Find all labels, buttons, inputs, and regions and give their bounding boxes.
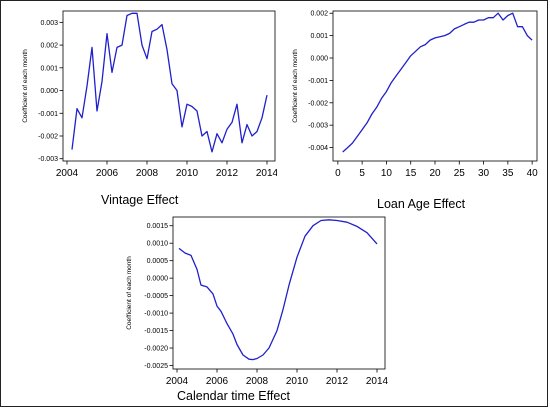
calendar-time-effect-chart: 2004 2006 2008 2010 2012 2014 -0.0025 -0.0020 -0… xyxy=(126,216,389,387)
loan-age-effect-caption: Loan Age Effect xyxy=(377,197,466,211)
x-tick-label: 40 xyxy=(527,168,539,179)
x-tick-label: 15 xyxy=(405,168,417,179)
vintage-effect-caption: Vintage Effect xyxy=(101,193,179,207)
series-line xyxy=(71,12,268,153)
y-tick-label: -0.001 xyxy=(38,111,58,118)
y-tick-label: -0.002 xyxy=(308,100,328,107)
y-tick-label: -0.0025 xyxy=(144,363,168,370)
y-tick-label: 0.0010 xyxy=(147,241,169,248)
y-tick-label: 0.0015 xyxy=(147,223,169,230)
y-axis-label: Coefficient of each month xyxy=(126,256,133,330)
vintage-effect-chart: 2004 2006 2008 2010 2012 2014 -0.003 -0.002 -0.0… xyxy=(22,10,277,179)
x-tick-label: 2010 xyxy=(286,376,309,387)
x-tick-label: 2010 xyxy=(176,168,199,179)
x-tick-label: 30 xyxy=(478,168,490,179)
y-tick-label: 0.000 xyxy=(310,56,328,63)
x-tick-label: 35 xyxy=(502,168,514,179)
x-tick-label: 2012 xyxy=(326,376,349,387)
series-line xyxy=(178,219,378,361)
y-tick-label: 0.0005 xyxy=(147,258,169,265)
y-tick-label: 0.003 xyxy=(40,20,58,27)
series-line xyxy=(342,12,533,153)
y-tick-label: 0.000 xyxy=(40,88,58,95)
x-tick-label: 20 xyxy=(429,168,441,179)
y-tick-label: -0.003 xyxy=(38,156,58,163)
y-tick-label: 0.002 xyxy=(40,43,58,50)
y-axis-label: Coefficient of each month xyxy=(22,49,29,123)
plot-area xyxy=(172,216,386,370)
x-tick-label: 2008 xyxy=(136,168,159,179)
x-tick-label: 2014 xyxy=(256,168,277,179)
x-tick-label: 2004 xyxy=(166,376,189,387)
y-tick-label: 0.002 xyxy=(310,11,328,18)
y-tick-label: 0.0000 xyxy=(147,276,169,283)
plot-area xyxy=(62,10,276,162)
x-tick-label: 2014 xyxy=(366,376,389,387)
x-tick-label: 2006 xyxy=(206,376,229,387)
x-tick-label: 2006 xyxy=(96,168,119,179)
y-tick-label: -0.004 xyxy=(308,145,328,152)
plot-area xyxy=(332,10,538,162)
x-tick-label: 10 xyxy=(381,168,393,179)
calendar-time-effect-caption: Calendar time Effect xyxy=(177,389,291,403)
y-tick-label: -0.0010 xyxy=(144,311,168,318)
x-tick-label: 2008 xyxy=(246,376,269,387)
x-tick-label: 0 xyxy=(335,168,341,179)
x-tick-label: 25 xyxy=(454,168,466,179)
y-tick-label: -0.0015 xyxy=(144,328,168,335)
y-tick-label: 0.001 xyxy=(310,33,328,40)
x-tick-label: 2012 xyxy=(216,168,239,179)
x-tick-label: 5 xyxy=(359,168,365,179)
y-tick-label: -0.003 xyxy=(308,123,328,130)
y-tick-label: -0.0020 xyxy=(144,346,168,353)
loan-age-effect-chart: 0 5 10 15 20 25 30 35 40 -0.004 -0.003 -0.002 -0.001… xyxy=(292,10,539,179)
y-axis-label: Coefficient of each month xyxy=(292,49,299,123)
y-tick-label: -0.002 xyxy=(38,134,58,141)
x-tick-label: 2004 xyxy=(56,168,79,179)
y-tick-label: -0.0005 xyxy=(144,293,168,300)
y-tick-label: 0.001 xyxy=(40,65,58,72)
y-tick-label: -0.001 xyxy=(308,78,328,85)
